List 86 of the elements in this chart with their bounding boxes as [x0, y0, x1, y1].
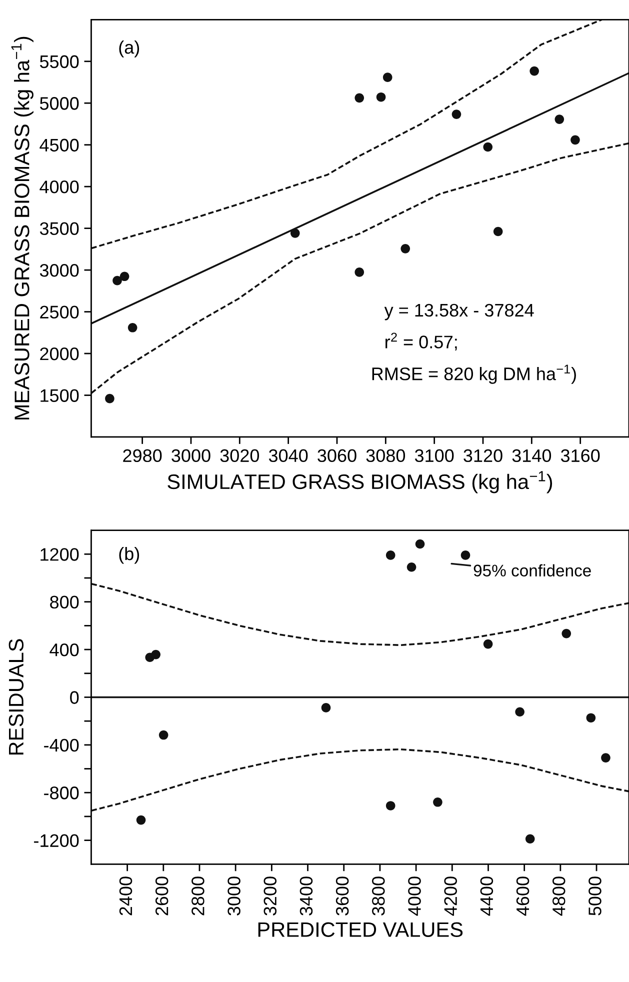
- x-tick-label: 3100: [414, 449, 454, 462]
- line-series: [91, 748, 629, 812]
- point: [433, 797, 442, 807]
- point: [136, 815, 146, 825]
- point: [493, 226, 503, 236]
- x-tick-label: 3000: [172, 449, 210, 462]
- point: [515, 707, 524, 717]
- y-tick-label: 1500: [40, 389, 79, 402]
- point: [151, 650, 160, 660]
- point: [120, 272, 130, 282]
- y-tick-label: 3000: [40, 264, 79, 277]
- point: [570, 135, 580, 145]
- point: [354, 268, 364, 277]
- x-axis-title: SIMULATED GRASS BIOMASS (kg ha$^{−1}$): [168, 471, 552, 494]
- x-tick-label: 3160: [560, 449, 600, 462]
- y-axis-title: RESIDUALS: [8, 639, 24, 755]
- x-tick-label: 3400: [300, 876, 313, 916]
- point: [386, 801, 396, 810]
- x-tick-label: 3000: [228, 876, 240, 916]
- annotation: 95% confidence: [474, 564, 591, 576]
- point: [406, 562, 416, 572]
- annotation: (b): [119, 546, 140, 564]
- x-tick-label: 2980: [123, 449, 162, 462]
- x-tick-label: 4200: [444, 876, 457, 916]
- x-tick-label: 5000: [588, 876, 602, 916]
- y-tick-label: -400: [44, 738, 79, 752]
- point: [554, 114, 564, 124]
- y-tick-label: 2500: [40, 306, 79, 319]
- line-series: [91, 20, 603, 250]
- point: [525, 834, 535, 844]
- point: [483, 639, 493, 649]
- x-tick-label: 2800: [192, 876, 204, 916]
- point: [483, 142, 493, 152]
- y-tick-label: 0: [70, 691, 79, 704]
- y-tick-label: 3500: [40, 222, 79, 236]
- point: [601, 753, 610, 762]
- line-series: [91, 582, 629, 646]
- x-tick-label: 3080: [366, 449, 406, 462]
- point: [376, 92, 386, 102]
- point: [290, 228, 300, 238]
- y-tick-label: 800: [50, 596, 79, 609]
- x-tick-label: 3120: [464, 449, 502, 462]
- y-tick-label: -1200: [34, 834, 79, 848]
- x-axis-title: PREDICTED VALUES: [258, 922, 463, 937]
- x-tick-label: 3060: [318, 449, 356, 462]
- point: [562, 628, 572, 638]
- x-tick-label: 3040: [268, 449, 308, 462]
- point: [452, 110, 462, 119]
- point: [128, 322, 138, 332]
- point: [112, 276, 122, 286]
- x-tick-label: 3140: [512, 449, 552, 462]
- y-tick-label: 5500: [40, 55, 79, 68]
- x-tick-label: 2400: [119, 876, 132, 916]
- x-tick-label: 4800: [552, 876, 566, 916]
- x-tick-label: 3600: [336, 876, 349, 916]
- y-tick-label: 1200: [40, 548, 79, 561]
- annotation: y = 13.58x - 37824: [384, 304, 534, 320]
- point: [321, 703, 331, 712]
- y-tick-label: -800: [44, 786, 79, 800]
- point: [460, 550, 470, 560]
- x-tick-label: 3200: [264, 876, 277, 916]
- y-tick-label: 4500: [40, 138, 79, 152]
- y-tick-label: 4000: [40, 180, 79, 194]
- point: [354, 93, 364, 103]
- point: [105, 394, 114, 404]
- x-tick-label: 4400: [480, 876, 494, 916]
- y-tick-label: 5000: [40, 97, 79, 110]
- x-tick-label: 4600: [516, 876, 530, 916]
- point: [530, 66, 539, 76]
- point: [415, 539, 425, 549]
- x-tick-label: 4000: [408, 876, 421, 916]
- y-tick-label: 400: [50, 643, 79, 656]
- point: [382, 72, 392, 82]
- point: [586, 713, 596, 723]
- line-series: [91, 142, 629, 394]
- point: [400, 244, 410, 254]
- y-tick-label: 2000: [40, 347, 79, 360]
- y-axis-title: MEASURED GRASS BIOMASS (kg ha$^{−1}$): [11, 36, 34, 420]
- x-tick-label: 3800: [372, 876, 385, 916]
- point: [158, 730, 168, 740]
- point: [386, 550, 396, 560]
- annotation: (a): [119, 40, 140, 58]
- x-tick-label: 3020: [220, 449, 260, 462]
- x-tick-label: 2600: [155, 876, 168, 916]
- annotation: RMSE = 820 kg DM ha$^{−1}$): [372, 364, 576, 384]
- annotation: r$^{2}$ = 0.57;: [386, 332, 457, 351]
